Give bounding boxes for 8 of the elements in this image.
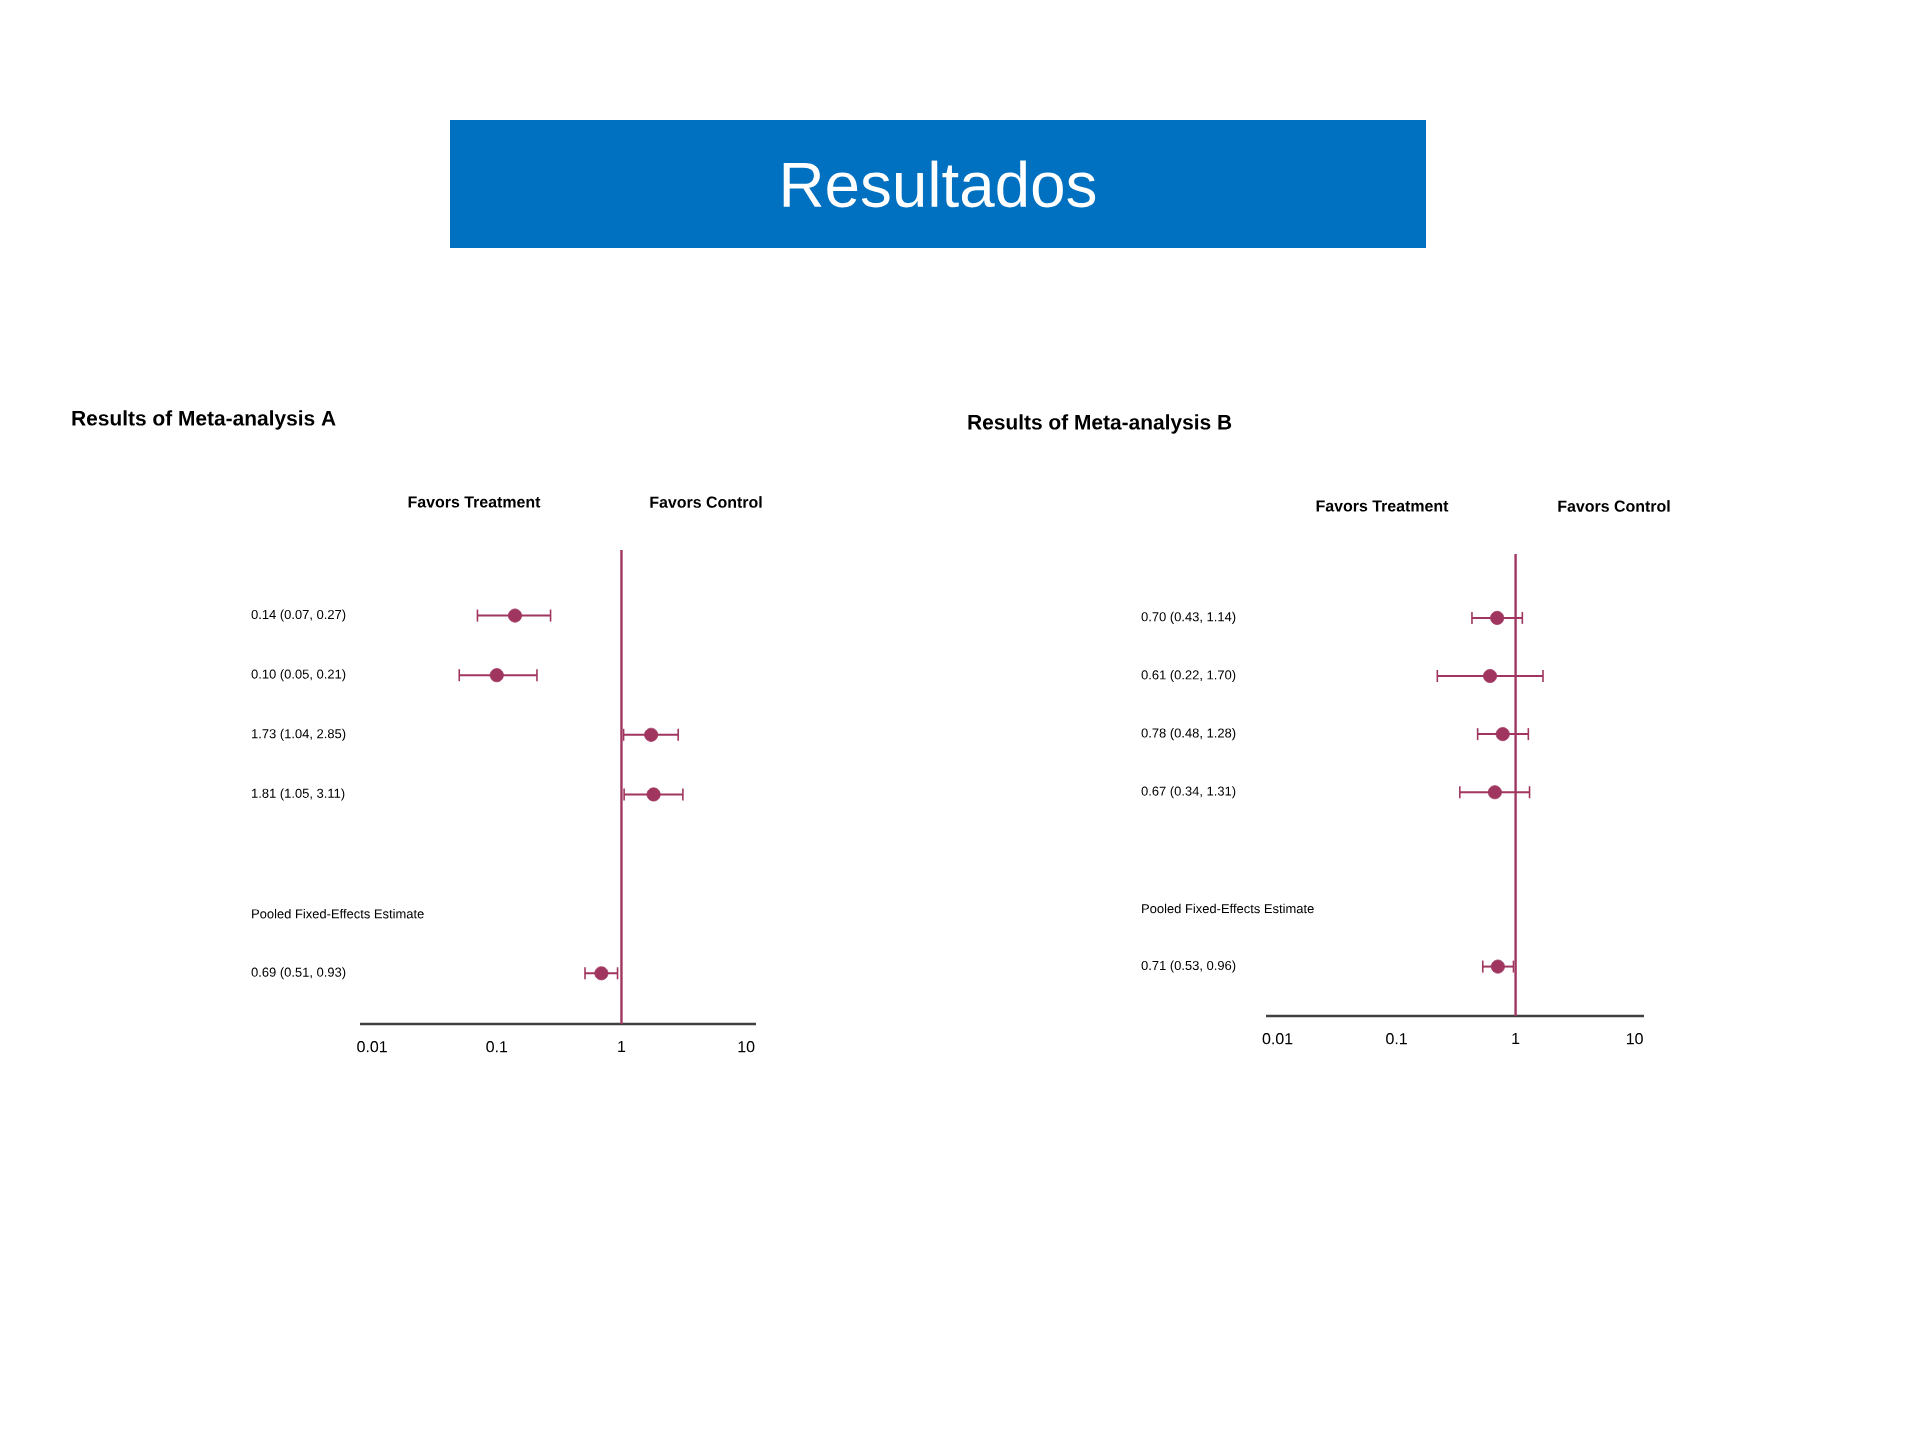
text: Resultados — [783, 160, 1096, 208]
point — [1490, 959, 1505, 974]
point — [1487, 785, 1502, 800]
chart-title: Results of Meta-analysis B — [968, 414, 1232, 434]
chart-title: Results of Meta-analysis A — [72, 410, 336, 430]
point — [1495, 727, 1510, 742]
point — [1490, 610, 1505, 625]
point — [1483, 669, 1498, 684]
